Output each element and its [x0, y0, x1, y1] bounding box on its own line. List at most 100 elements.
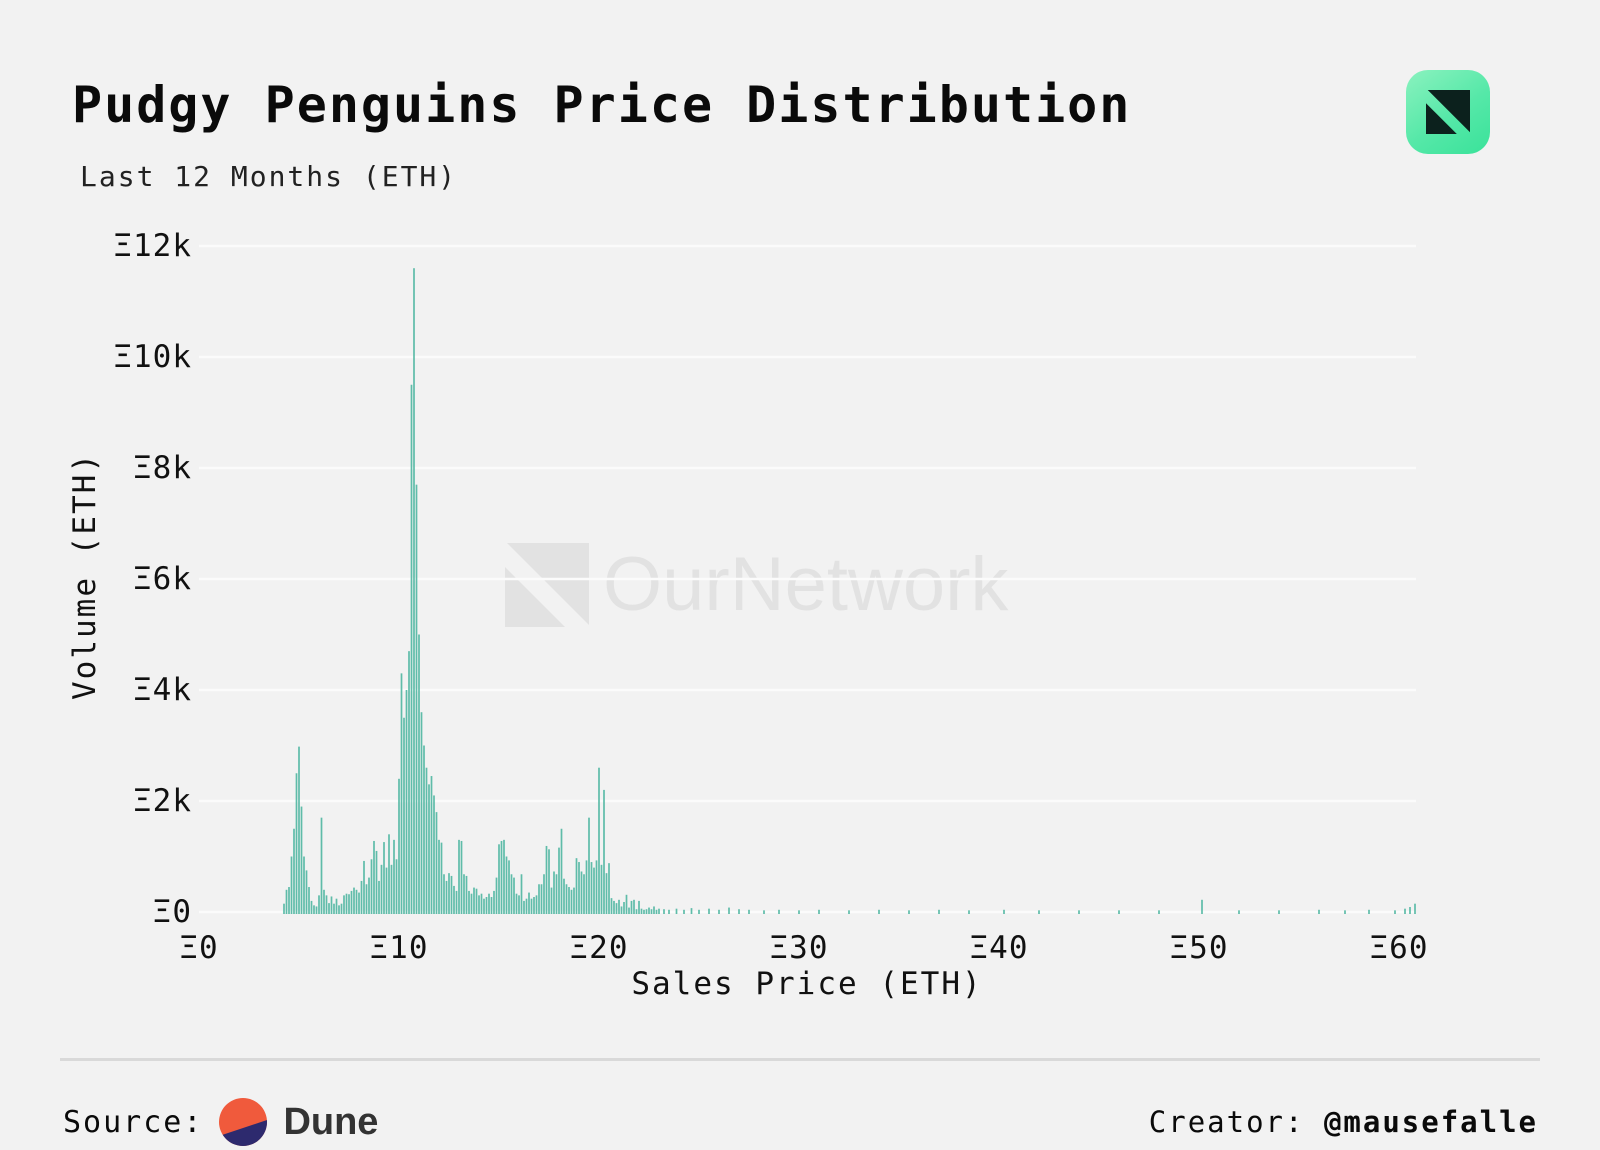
histogram-bar: [345, 893, 348, 914]
x-tick-label: Ξ40: [969, 930, 1029, 966]
ournetwork-watermark-icon: [505, 543, 589, 627]
histogram-bar: [798, 910, 800, 914]
histogram-bar: [473, 887, 475, 914]
histogram-bar: [938, 909, 940, 914]
histogram-bar: [448, 873, 450, 914]
histogram-bar: [593, 867, 595, 914]
histogram-bar: [348, 894, 350, 914]
histogram-bar: [580, 871, 583, 914]
histogram-bar: [410, 384, 413, 914]
gridlines-group: [199, 244, 1416, 914]
histogram-bar: [293, 828, 295, 914]
histogram-bar: [400, 673, 403, 914]
histogram-bar: [465, 875, 468, 914]
histogram-bar: [503, 839, 505, 914]
histogram-bar: [418, 634, 420, 914]
histogram-bar: [385, 867, 388, 914]
histogram-bar: [283, 903, 285, 914]
histogram-bar: [323, 889, 325, 914]
histogram-bar: [645, 909, 648, 914]
x-tick-label: Ξ60: [1369, 930, 1429, 966]
histogram-bar: [628, 907, 630, 914]
histogram-bar: [483, 898, 485, 914]
histogram-bar: [340, 903, 343, 914]
x-tick-label: Ξ30: [769, 930, 829, 966]
histogram-bar: [683, 909, 685, 914]
histogram-bar: [375, 850, 378, 914]
histogram-bar: [535, 895, 538, 914]
histogram-bar: [425, 767, 428, 914]
histogram-bar: [1318, 909, 1320, 914]
histogram-bar: [403, 717, 405, 914]
watermark: OurNetwork: [505, 543, 1008, 627]
histogram-bar: [443, 874, 445, 914]
x-tick-label: Ξ50: [1169, 930, 1229, 966]
histogram-bar: [563, 878, 565, 914]
histogram-bar: [1368, 909, 1370, 914]
source-attribution: Source: Dune: [63, 1096, 378, 1148]
histogram-bar: [313, 905, 315, 914]
histogram-bar: [610, 898, 613, 914]
y-tick-label: Ξ4k: [133, 672, 192, 708]
x-tick-label: Ξ20: [569, 930, 629, 966]
histogram-bar: [908, 910, 910, 914]
page-subtitle: Last 12 Months (ETH): [80, 160, 458, 193]
histogram-bar: [533, 897, 535, 914]
histogram-bar: [290, 856, 293, 914]
histogram-bar: [570, 889, 573, 914]
histogram-bar: [528, 892, 530, 914]
histogram-bar: [395, 859, 398, 914]
histogram-bar: [1278, 910, 1280, 914]
histogram-bar: [640, 908, 643, 914]
histogram-bar: [638, 900, 640, 914]
histogram-bar: [343, 895, 345, 914]
histogram-bar: [1344, 910, 1346, 914]
histogram-bar: [655, 909, 658, 914]
histogram-bar: [453, 885, 455, 914]
histogram-bar: [455, 890, 458, 914]
histogram-bar: [488, 893, 490, 914]
histogram-bar: [1409, 907, 1411, 914]
histogram-bar: [708, 908, 710, 914]
histogram-bar: [358, 892, 360, 914]
x-axis-title: Sales Price (ETH): [631, 966, 983, 1002]
histogram-bar: [1038, 910, 1040, 914]
histogram-bar: [1118, 910, 1120, 914]
histogram-bar: [468, 890, 470, 914]
histogram-bar: [315, 906, 318, 914]
histogram-bar: [1414, 903, 1416, 914]
histogram-bar: [588, 817, 590, 914]
histogram-bar: [608, 863, 610, 914]
histogram-bar: [460, 840, 463, 914]
histogram-bar: [515, 893, 518, 914]
histogram-bar: [653, 906, 655, 914]
page-title: Pudgy Penguins Price Distribution: [72, 76, 1132, 134]
histogram-bar: [450, 875, 453, 914]
histogram-bar: [390, 864, 393, 914]
histogram-bar: [550, 887, 553, 914]
creator-handle: @mausefalle: [1323, 1105, 1538, 1139]
histogram-bar: [530, 898, 533, 914]
histogram-bar: [763, 910, 765, 914]
histogram-bar: [388, 834, 390, 914]
histogram-bar: [370, 859, 373, 914]
histogram-bar: [288, 887, 290, 914]
histogram-bar: [538, 884, 540, 914]
histogram-bar: [548, 849, 550, 914]
histogram-bar: [330, 896, 333, 914]
histogram-bar: [475, 888, 478, 914]
histogram-bar: [545, 845, 548, 914]
histogram-bar: [435, 812, 438, 914]
histogram-bar: [520, 874, 523, 914]
histogram-bar: [480, 893, 483, 914]
histogram-bar: [573, 887, 575, 914]
histogram-bar: [565, 884, 568, 914]
source-label: Source:: [63, 1104, 204, 1140]
histogram-bar: [325, 895, 328, 914]
histogram-bar: [605, 873, 608, 914]
histogram-bar: [498, 844, 500, 914]
histogram-bar: [595, 860, 598, 914]
histogram-bar: [428, 784, 430, 914]
watermark-text: OurNetwork: [603, 542, 1009, 627]
histogram-bar: [778, 909, 780, 914]
